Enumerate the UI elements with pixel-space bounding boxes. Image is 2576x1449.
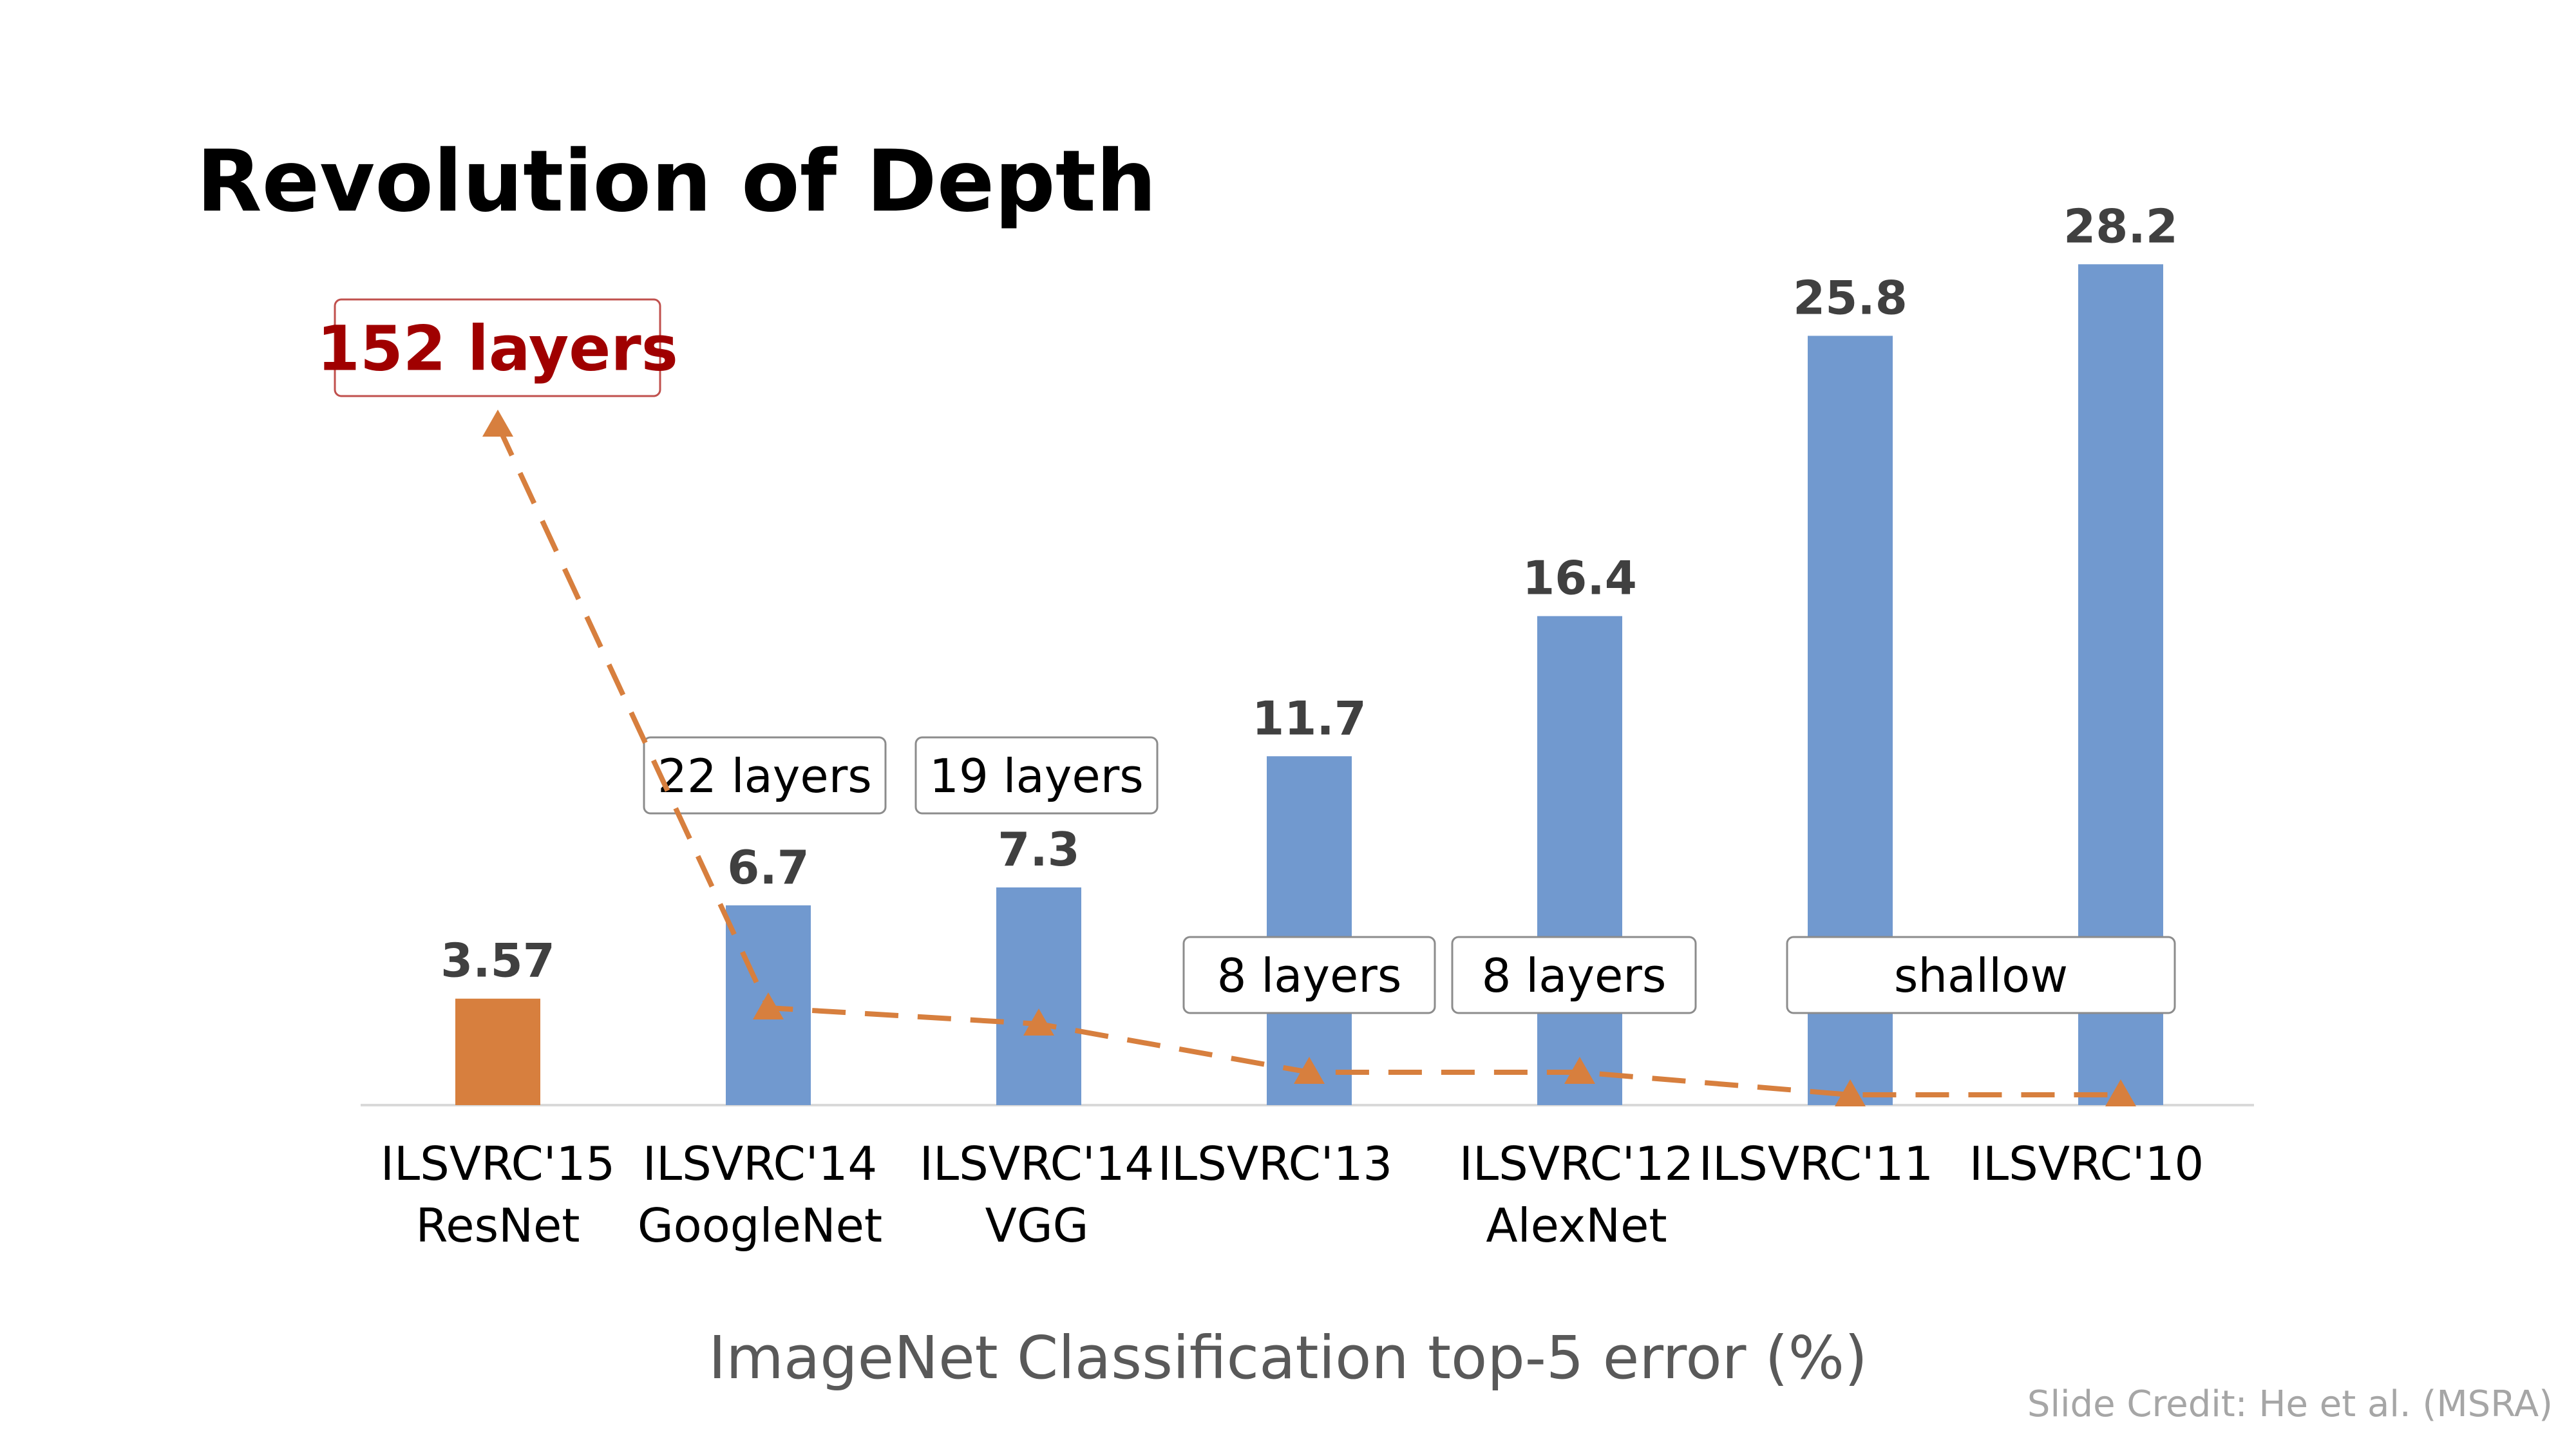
depth-marker-2 (1023, 1009, 1054, 1036)
category-label-1-line-0: ILSVRC'14 (643, 1137, 877, 1191)
bar-value-label-1: 6.7 (727, 840, 810, 895)
category-label-2-line-0: ILSVRC'14 (920, 1137, 1154, 1191)
bar-0 (455, 998, 540, 1105)
slide-title: Revolution of Depth (196, 132, 1157, 231)
depth-label-box-2: 19 layers (914, 736, 1159, 815)
bar-2 (996, 887, 1081, 1105)
bar-value-label-0: 3.57 (440, 934, 555, 988)
depth-marker-1 (753, 992, 784, 1019)
bar-value-label-6: 28.2 (2063, 199, 2178, 253)
depth-label-text-1: 22 layers (658, 749, 872, 803)
bar-value-label-5: 25.8 (1793, 270, 1908, 325)
depth-label-box-5: shallow (1786, 936, 2176, 1014)
depth-label-text-2: 19 layers (929, 749, 1144, 803)
depth-marker-4 (1564, 1057, 1595, 1084)
depth-label-box-4: 8 layers (1451, 936, 1697, 1014)
depth-label-frame-4 (1451, 936, 1697, 1014)
chart-caption: ImageNet Classification top-5 error (%) (708, 1323, 1868, 1392)
category-label-0-line-0: ILSVRC'15 (381, 1137, 615, 1191)
slide-credit: Slide Credit: He et al. (MSRA) (2027, 1383, 2553, 1425)
depth-label-text-3: 8 layers (1217, 949, 1402, 1003)
category-label-6-line-0: ILSVRC'10 (1969, 1137, 2204, 1191)
depth-label-text-4: 8 layers (1482, 949, 1667, 1003)
depth-marker-6 (2105, 1079, 2136, 1106)
depth-label-frame-2 (914, 736, 1159, 815)
bar-4 (1537, 616, 1622, 1105)
bar-value-label-3: 11.7 (1252, 691, 1367, 745)
category-label-4-line-1: AlexNet (1486, 1198, 1667, 1253)
depth-label-box-1: 22 layers (643, 736, 887, 815)
bar-value-label-4: 16.4 (1522, 551, 1637, 605)
depth-label-frame-1 (643, 736, 887, 815)
depth-label-box-0: 152 layers (317, 298, 678, 397)
depth-marker-3 (1294, 1057, 1325, 1084)
depth-label-frame-3 (1182, 936, 1436, 1014)
category-label-4-line-0: ILSVRC'12 (1459, 1137, 1694, 1191)
depth-marker-0 (482, 410, 513, 437)
depth-label-text-0: 152 layers (317, 313, 678, 385)
category-label-0-line-1: ResNet (416, 1198, 580, 1253)
category-label-2-line-1: VGG (985, 1198, 1089, 1253)
depth-label-text-5: shallow (1894, 949, 2068, 1003)
category-label-3-line-0: ILSVRC'13 (1158, 1137, 1392, 1191)
bar-value-label-2: 7.3 (998, 822, 1080, 876)
bar-3 (1267, 756, 1352, 1105)
depth-marker-5 (1835, 1079, 1866, 1106)
depth-label-box-3: 8 layers (1182, 936, 1436, 1014)
depth-label-frame-5 (1786, 936, 2176, 1014)
depth-label-frame-0 (334, 298, 661, 397)
category-label-5-line-0: ILSVRC'11 (1699, 1137, 1933, 1191)
category-label-1-line-1: GoogleNet (638, 1198, 882, 1253)
